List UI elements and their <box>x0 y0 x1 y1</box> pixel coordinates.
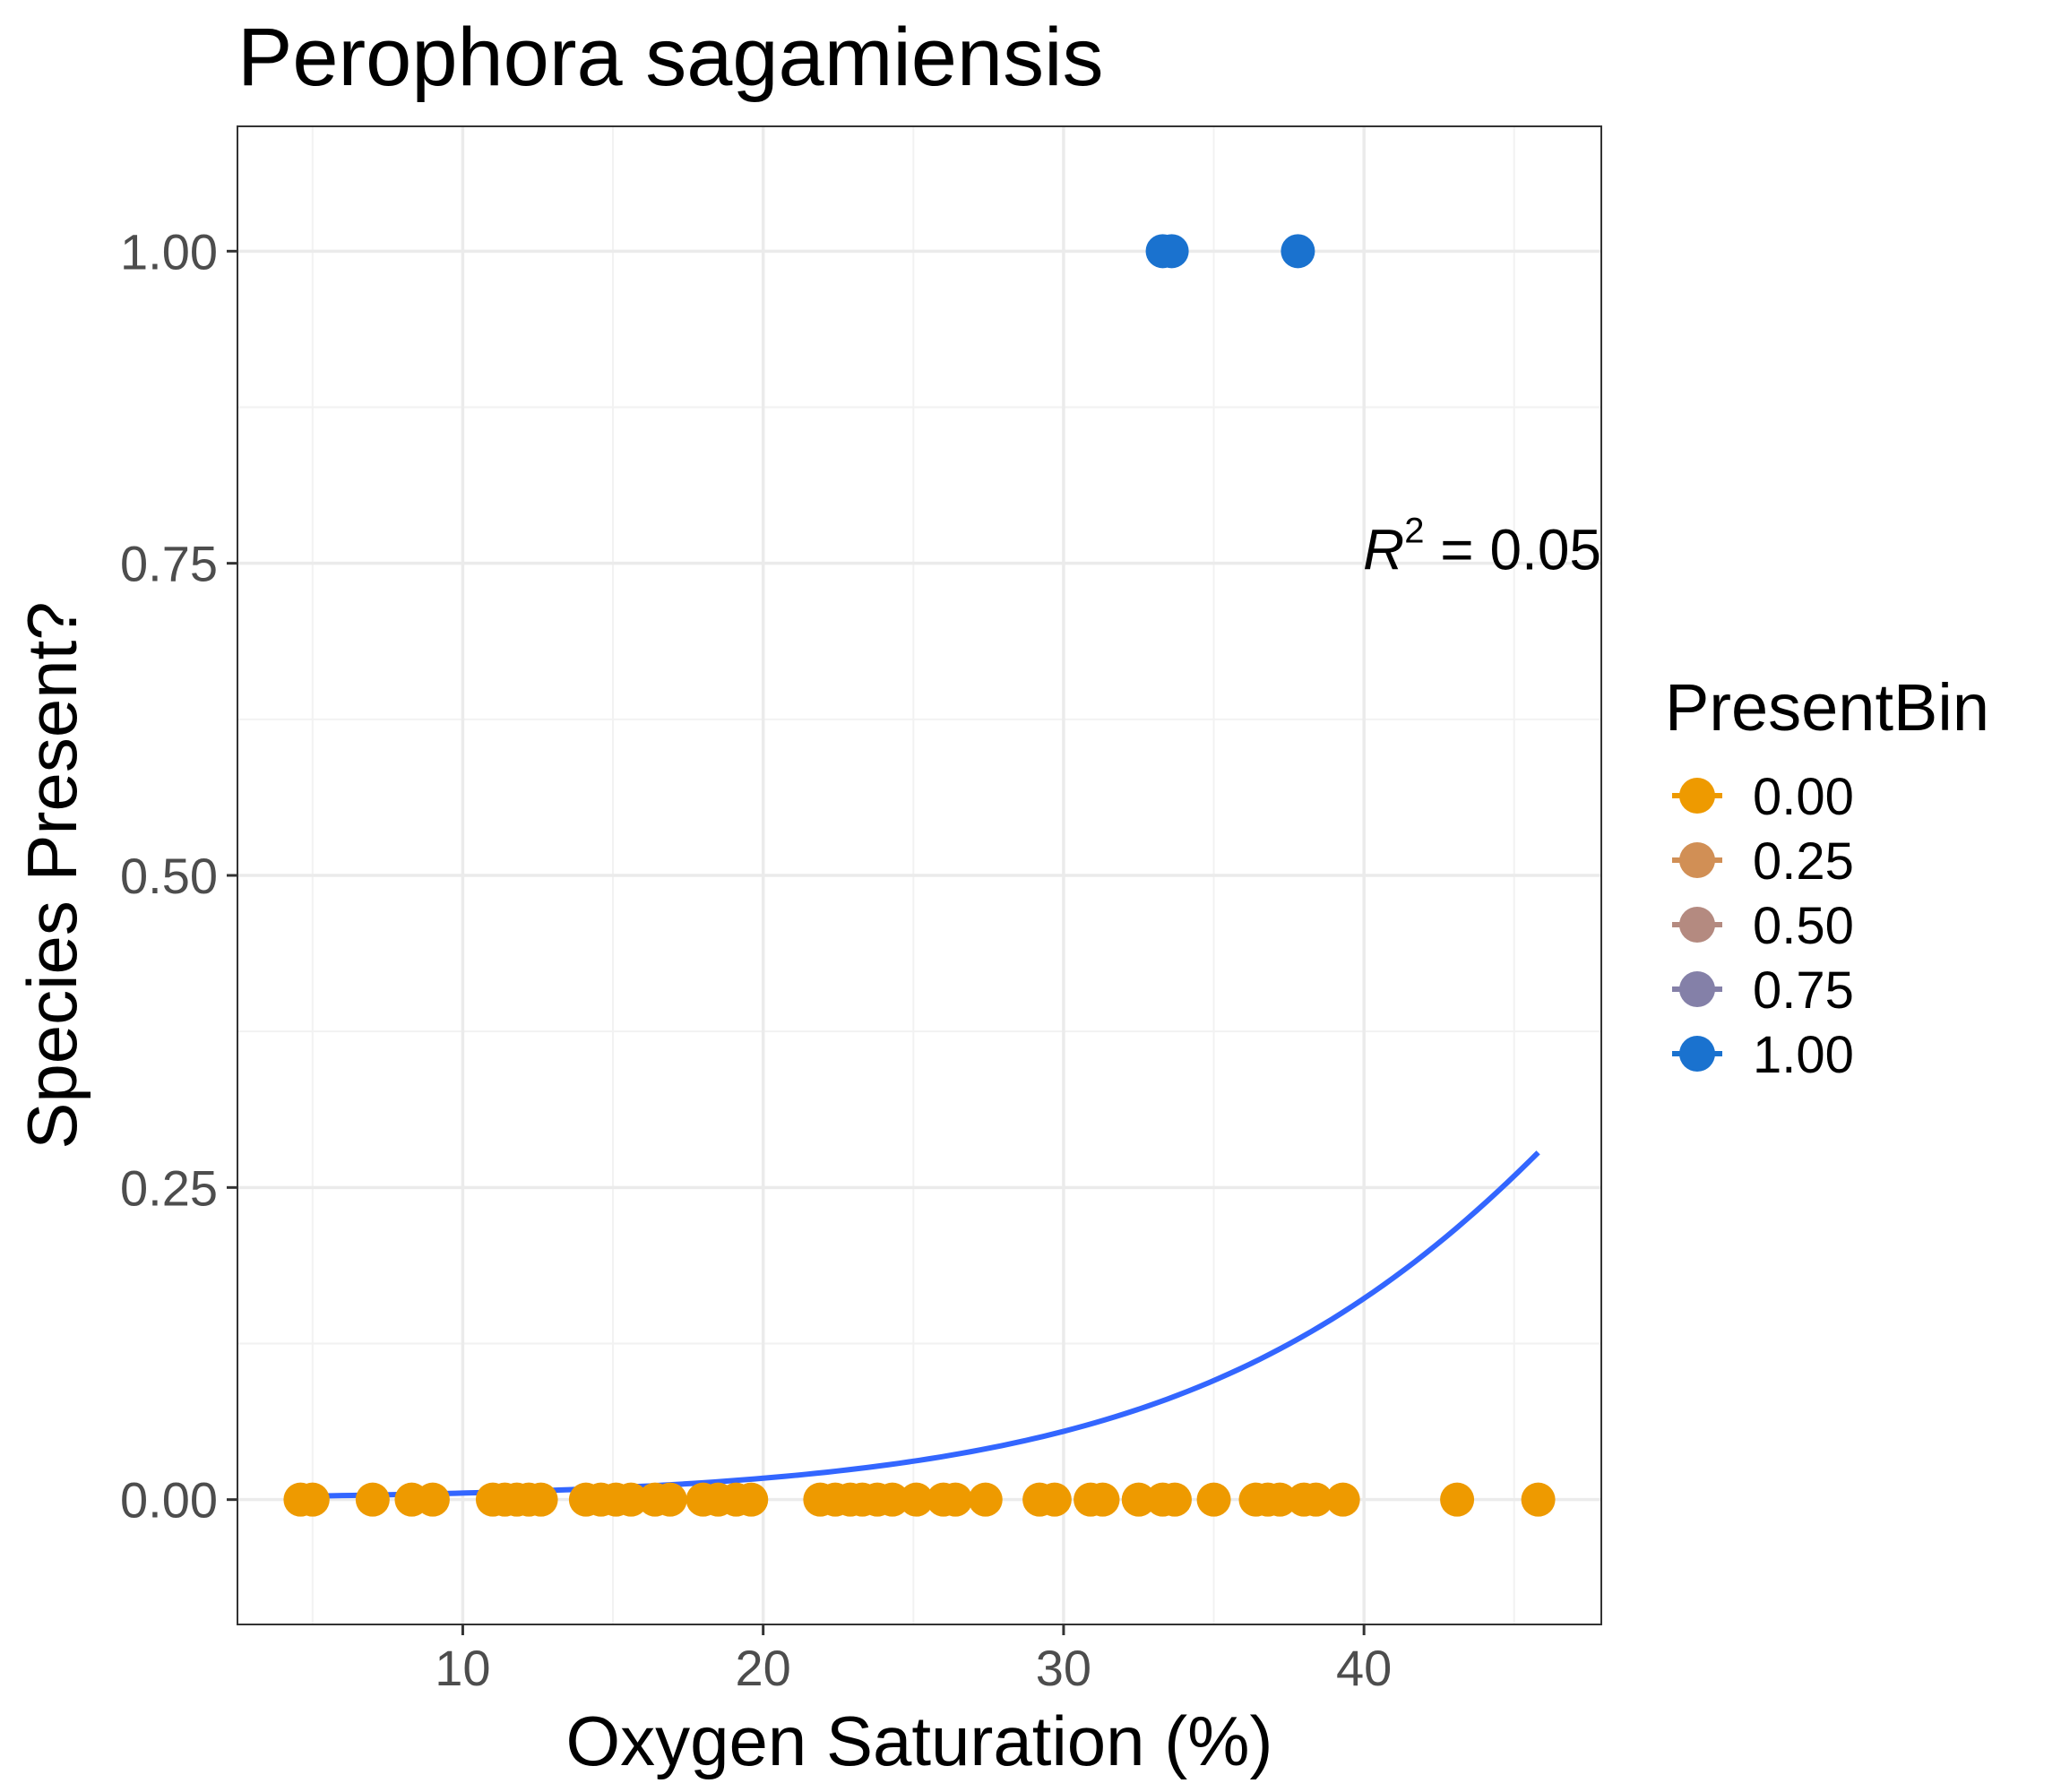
legend-entries: 0.00 0.25 0.50 0.75 1.00 <box>1672 768 1854 1084</box>
data-point <box>938 1482 973 1517</box>
y-tick-label: 0.00 <box>120 1472 218 1529</box>
data-point <box>1157 1482 1192 1517</box>
x-tick-label: 10 <box>435 1640 490 1696</box>
data-point <box>1298 1482 1333 1517</box>
legend-label: 0.25 <box>1753 832 1854 891</box>
y-tick-label: 0.75 <box>120 536 218 592</box>
data-point <box>355 1482 390 1517</box>
y-tick-label: 1.00 <box>120 223 218 280</box>
data-point <box>734 1482 769 1517</box>
legend-label: 0.50 <box>1753 897 1854 955</box>
data-point <box>1196 1482 1231 1517</box>
data-point <box>1121 1482 1156 1517</box>
annotation-lhs: R <box>1363 518 1404 582</box>
data-point <box>968 1482 1003 1517</box>
data-point <box>415 1482 450 1517</box>
y-axis-ticks: 0.00 0.25 0.50 0.75 1.00 <box>120 223 237 1529</box>
data-point <box>899 1482 934 1517</box>
legend-title: PresentBin <box>1665 670 1989 745</box>
data-point <box>523 1482 558 1517</box>
plot-area <box>237 125 1602 1625</box>
x-axis-title: Oxygen Saturation (%) <box>565 1702 1272 1780</box>
data-point <box>614 1482 649 1517</box>
legend-label: 1.00 <box>1753 1026 1854 1084</box>
y-axis-title: Species Present? <box>13 601 91 1149</box>
x-axis-ticks: 10 20 30 40 <box>435 1624 1392 1696</box>
legend-label: 0.00 <box>1753 768 1854 826</box>
legend-key-dot <box>1679 842 1715 878</box>
legend-key-dot <box>1679 971 1715 1007</box>
legend-key-dot <box>1679 778 1715 814</box>
chart-title: Perophora sagamiensis <box>237 12 1104 103</box>
x-tick-label: 30 <box>1036 1640 1091 1696</box>
legend-key-dot <box>1679 1036 1715 1072</box>
data-points <box>283 234 1556 1517</box>
data-point <box>1037 1482 1072 1517</box>
annotation-rhs: = 0.05 <box>1425 518 1602 582</box>
x-tick-label: 40 <box>1336 1640 1392 1696</box>
data-point <box>1521 1482 1556 1517</box>
annotation-superscript: 2 <box>1404 512 1424 551</box>
data-point <box>1281 234 1315 269</box>
data-point <box>1440 1482 1475 1517</box>
legend-key-dot <box>1679 907 1715 943</box>
data-point <box>875 1482 910 1517</box>
r-squared-annotation: R2 = 0.05 <box>1363 512 1601 582</box>
data-point <box>652 1482 687 1517</box>
legend-label: 0.75 <box>1753 961 1854 1020</box>
data-point <box>1325 1482 1360 1517</box>
y-tick-label: 0.25 <box>120 1159 218 1216</box>
data-point <box>1263 1482 1298 1517</box>
x-tick-label: 20 <box>736 1640 791 1696</box>
legend: PresentBin 0.00 0.25 0.50 0.75 1.00 <box>1665 670 1989 1084</box>
data-point <box>1085 1482 1120 1517</box>
data-point <box>1154 234 1189 269</box>
data-point <box>295 1482 330 1517</box>
y-tick-label: 0.50 <box>120 848 218 904</box>
